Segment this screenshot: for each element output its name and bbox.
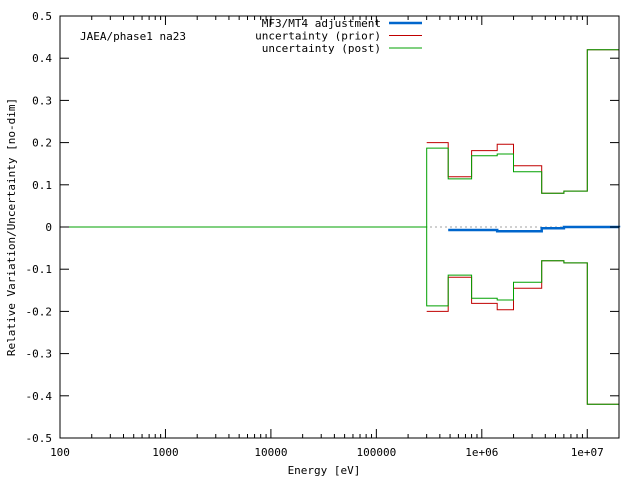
y-tick-label: 0.1 [32,179,52,192]
y-axis-ticks: 0.5 0.4 0.3 0.2 0.1 0 -0.1 -0.2 -0.3 -0.4 -0.5 [26,10,619,445]
x-tick-label: 10000 [254,446,287,459]
y-tick-label: -0.5 [26,432,53,445]
y-tick-label: 0.2 [32,137,52,150]
series-mf3-mt4-adjustment [448,225,621,233]
legend-label: uncertainty (post) [262,42,381,55]
y-tick-label: 0 [45,221,52,234]
x-tick-label: 100000 [356,446,396,459]
x-axis-label: Energy [eV] [288,464,361,477]
chart-annotation: JAEA/phase1 na23 [80,30,186,43]
y-axis-label: Relative Variation/Uncertainty [no-dim] [5,98,18,356]
y-tick-label: 0.5 [32,10,52,23]
x-tick-label: 100 [50,446,70,459]
y-tick-label: 0.4 [32,52,52,65]
y-tick-label: 0.3 [32,94,52,107]
series-uncertainty-post- [60,49,619,228]
legend-label: MF3/MT4 adjustment [262,17,381,30]
y-tick-label: -0.3 [26,348,53,361]
y-tick-label: -0.2 [26,305,53,318]
series-layer [60,49,621,405]
y-tick-label: -0.4 [26,390,53,403]
x-axis-ticks: 100 1000 10000 100000 1e+06 1e+07 [50,16,604,459]
x-tick-label: 1e+06 [465,446,498,459]
series-uncertainty-post--negative [60,226,619,405]
y-tick-label: -0.1 [26,263,53,276]
x-tick-label: 1000 [152,446,179,459]
legend-label: uncertainty (prior) [255,30,381,43]
x-tick-label: 1e+07 [571,446,604,459]
